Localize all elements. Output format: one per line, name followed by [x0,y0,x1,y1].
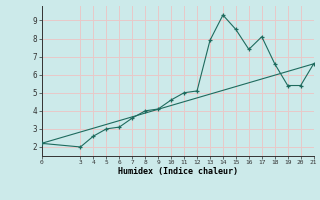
X-axis label: Humidex (Indice chaleur): Humidex (Indice chaleur) [118,167,237,176]
